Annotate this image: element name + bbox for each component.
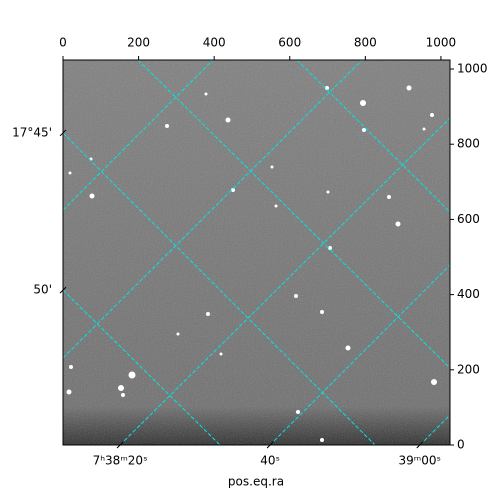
x-tick-label: 600 (278, 36, 301, 50)
x-tick-label: 400 (203, 36, 226, 50)
grid-line (63, 60, 214, 211)
ra-tick-label: 7ʰ38ᵐ20ˢ (93, 454, 148, 468)
ra-tick (416, 441, 424, 449)
y-tick-label: 1000 (457, 62, 488, 76)
ra-tick-label: 40ˢ (260, 454, 280, 468)
y-tick-label: 600 (457, 212, 480, 226)
grid-line (269, 264, 450, 445)
grid-line (119, 117, 450, 445)
grid-line (63, 132, 376, 445)
sky-image (63, 60, 450, 445)
dec-tick (59, 286, 67, 294)
stars (66, 85, 437, 442)
ra-tick-label: 39ᵐ00ˢ (399, 454, 442, 468)
grid-line (63, 60, 363, 359)
coordinate-grid (63, 60, 450, 445)
ra-tick (266, 441, 274, 449)
ra-tick (116, 441, 124, 449)
y-tick-label: 0 (457, 438, 465, 452)
x-tick-label: 200 (127, 36, 150, 50)
grid-line (419, 414, 450, 445)
x-tick-label: 1000 (426, 36, 457, 50)
grid-line (137, 60, 450, 369)
x-axis-label: pos.eq.ra (228, 475, 284, 489)
dec-tick (59, 129, 67, 137)
x-tick-label: 800 (354, 36, 377, 50)
y-tick-label: 200 (457, 362, 480, 376)
y-tick-label: 800 (457, 137, 480, 151)
dec-tick-label: 50' (33, 283, 52, 297)
y-tick-label: 400 (457, 287, 480, 301)
dec-tick-label: 17°45' (12, 125, 52, 139)
grid-line (63, 289, 221, 445)
x-tick-label: 0 (59, 36, 67, 50)
plot-frame (62, 59, 451, 446)
